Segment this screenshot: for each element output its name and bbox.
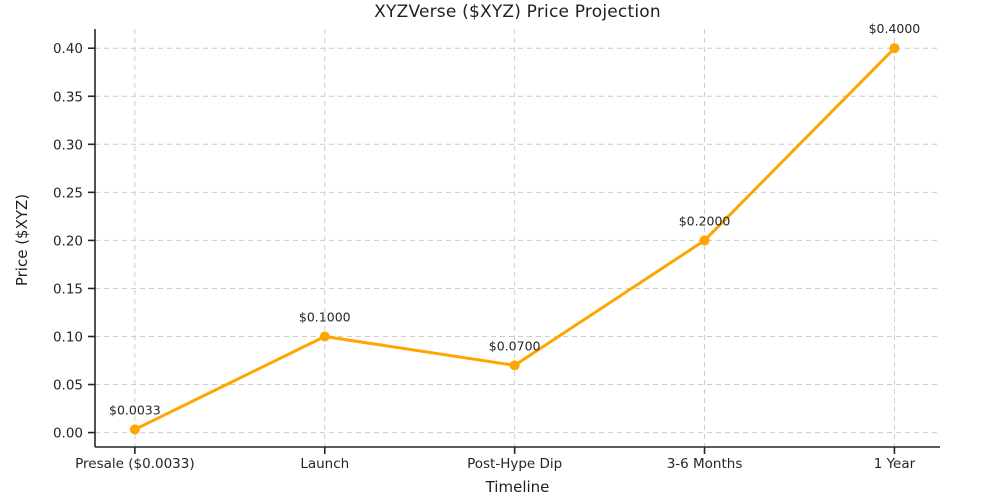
data-point-marker <box>129 424 140 435</box>
y-tick-label: 0.15 <box>53 281 83 297</box>
x-tick-label: 1 Year <box>874 456 916 472</box>
x-tick-label: 3-6 Months <box>667 456 743 472</box>
data-point-marker <box>699 235 710 246</box>
x-tick-label: Presale ($0.0033) <box>75 456 194 472</box>
point-label: $0.1000 <box>299 309 351 324</box>
y-tick-label: 0.40 <box>53 41 83 57</box>
x-tick-label: Post-Hype Dip <box>467 456 562 472</box>
x-tick-label: Launch <box>300 456 349 472</box>
point-label: $0.4000 <box>869 21 921 36</box>
point-label: $0.2000 <box>679 213 731 228</box>
y-tick-label: 0.00 <box>53 426 83 442</box>
point-label: $0.0033 <box>109 402 161 417</box>
y-tick-label: 0.10 <box>53 329 83 345</box>
y-tick-label: 0.05 <box>53 378 83 394</box>
y-tick-label: 0.30 <box>53 137 83 153</box>
data-point-marker <box>509 360 520 371</box>
chart-title: XYZVerse ($XYZ) Price Projection <box>374 2 661 22</box>
x-axis-label: Timeline <box>485 478 550 496</box>
y-tick-label: 0.35 <box>53 89 83 105</box>
data-point-marker <box>889 43 900 54</box>
y-tick-label: 0.25 <box>53 185 83 201</box>
data-point-marker <box>319 331 330 342</box>
point-label: $0.0700 <box>489 338 541 353</box>
y-tick-label: 0.20 <box>53 233 83 249</box>
